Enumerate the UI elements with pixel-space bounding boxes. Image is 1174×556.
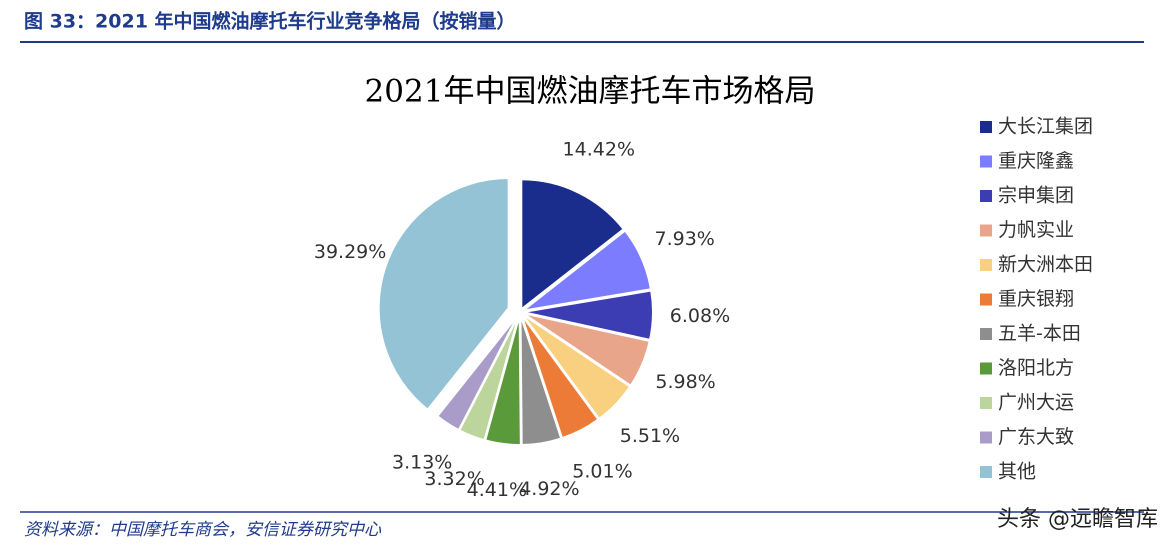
legend-swatch xyxy=(980,431,992,444)
data-label: 4.92% xyxy=(519,478,579,500)
legend-swatch xyxy=(980,155,992,168)
legend-swatch xyxy=(980,328,992,340)
pie-slice xyxy=(520,178,626,312)
legend-label: 其他 xyxy=(998,461,1036,483)
pie-slice xyxy=(377,177,510,412)
data-label: 5.51% xyxy=(620,425,680,447)
chart-title: 2021年中国燃油摩托车市场格局 xyxy=(365,74,816,110)
pie-slice xyxy=(522,289,654,342)
data-label: 3.13% xyxy=(392,452,452,474)
legend-label: 五羊-本田 xyxy=(998,323,1081,345)
data-label: 5.98% xyxy=(655,371,715,393)
legend-swatch xyxy=(980,224,992,237)
legend-swatch xyxy=(980,362,992,375)
pie-slice xyxy=(522,229,653,312)
legend-label: 重庆隆鑫 xyxy=(998,150,1074,172)
pie-slice xyxy=(522,312,651,388)
data-label: 3.32% xyxy=(424,468,484,490)
legend-label: 力帆实业 xyxy=(998,219,1074,241)
source-note: 资料来源：中国摩托车商会，安信证券研究中心 xyxy=(24,520,382,540)
data-label: 6.08% xyxy=(670,305,730,327)
legend-label: 广州大运 xyxy=(998,392,1074,414)
data-label: 7.93% xyxy=(654,228,714,250)
legend-swatch xyxy=(980,466,992,478)
legend-label: 洛阳北方 xyxy=(998,357,1074,379)
data-label: 4.41% xyxy=(467,479,527,501)
legend-swatch xyxy=(980,121,992,133)
legend-swatch xyxy=(980,190,992,202)
legend-label: 宗申集团 xyxy=(998,185,1074,207)
data-label: 39.29% xyxy=(314,241,386,263)
legend-label: 广东大致 xyxy=(998,426,1074,448)
legend-label: 大长江集团 xyxy=(998,116,1093,138)
pie-slice xyxy=(435,313,520,432)
legend-label: 重庆银翔 xyxy=(998,288,1074,310)
figure-caption: 图 33：2021 年中国燃油摩托车行业竞争格局（按销量） xyxy=(24,10,516,33)
data-label: 14.42% xyxy=(563,139,635,161)
legend-swatch xyxy=(980,259,992,271)
pie-slice xyxy=(521,313,632,421)
data-label: 5.01% xyxy=(572,460,632,482)
legend-swatch xyxy=(980,397,992,409)
legend-swatch xyxy=(980,293,992,306)
watermark: 头条 @远瞻智库 xyxy=(997,507,1158,532)
legend-label: 新大洲本田 xyxy=(998,254,1093,276)
